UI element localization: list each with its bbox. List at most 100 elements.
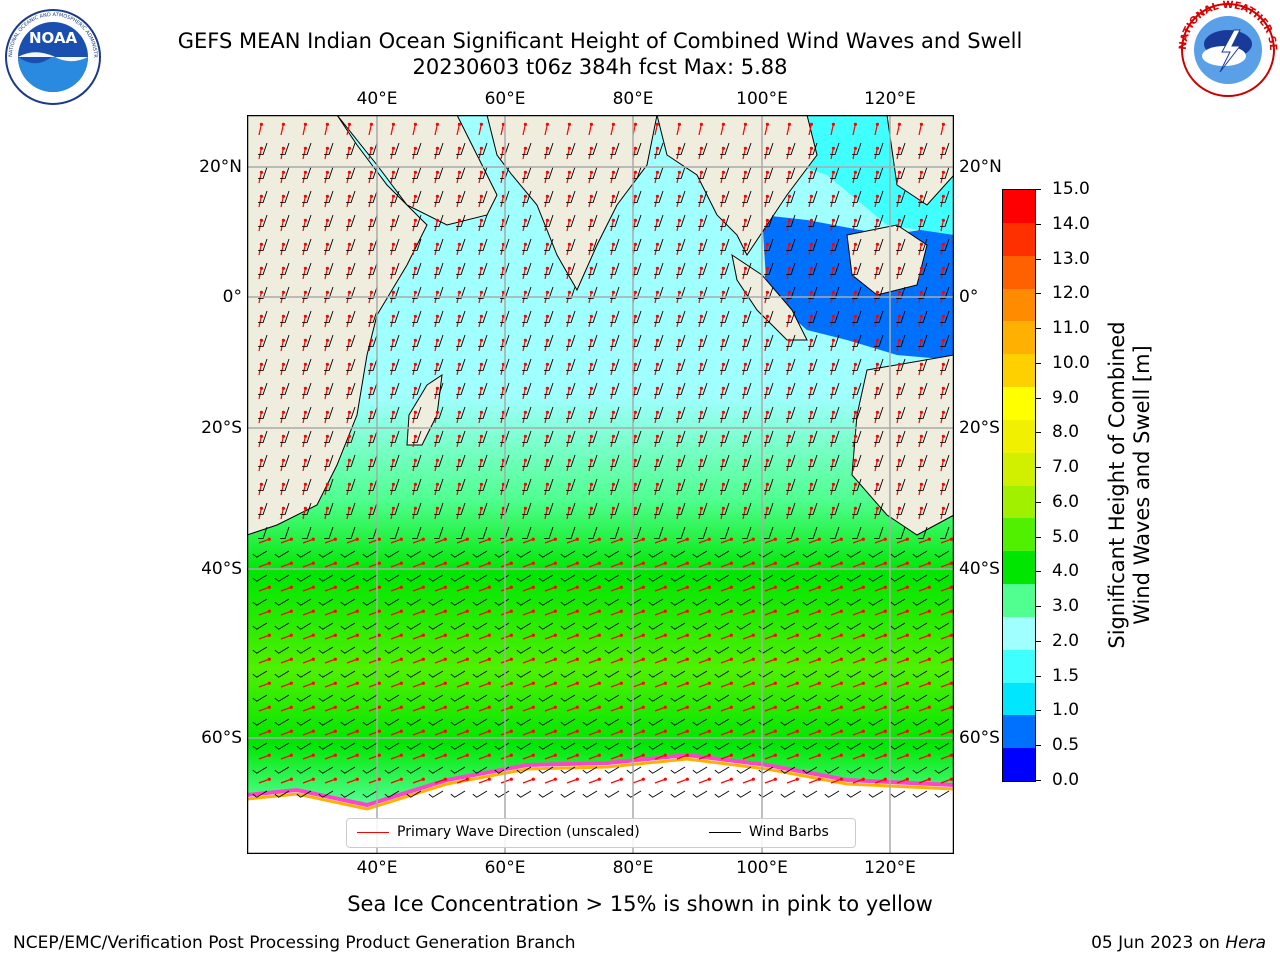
- wave-direction-arrow: [632, 706, 644, 712]
- wave-direction-arrowhead: [531, 681, 535, 685]
- wave-direction-arrow: [500, 460, 504, 472]
- wind-barb: [626, 718, 642, 726]
- wind-barb: [258, 406, 268, 420]
- wave-direction-arrowhead: [817, 633, 821, 637]
- wind-barb: [538, 718, 554, 726]
- wind-barb: [544, 430, 554, 444]
- wind-barb: [280, 502, 290, 516]
- wave-direction-arrow: [566, 388, 570, 400]
- wind-barb: [890, 694, 906, 702]
- wave-direction-arrow: [786, 484, 790, 496]
- wave-direction-arrowhead: [333, 729, 337, 733]
- wave-direction-arrow: [302, 562, 314, 568]
- wave-direction-arrow: [544, 778, 556, 784]
- wave-direction-arrow: [566, 460, 570, 472]
- wave-direction-arrow: [852, 754, 864, 760]
- wind-barb: [302, 166, 312, 180]
- wind-barb: [324, 502, 334, 516]
- wave-direction-arrow: [324, 436, 328, 448]
- wave-direction-arrowhead: [831, 386, 836, 390]
- wave-direction-arrow: [764, 340, 768, 352]
- wave-direction-arrowhead: [597, 537, 601, 541]
- wave-direction-arrow: [786, 562, 798, 568]
- wave-direction-arrow: [786, 412, 790, 424]
- wave-direction-arrowhead: [875, 122, 880, 126]
- wave-direction-arrow: [852, 244, 856, 256]
- wave-direction-arrow: [830, 268, 834, 280]
- wave-direction-arrowhead: [633, 146, 637, 150]
- wave-direction-arrowhead: [281, 218, 285, 222]
- wind-barb: [588, 406, 598, 420]
- wave-direction-arrowhead: [721, 290, 725, 294]
- wind-barb: [632, 310, 642, 324]
- wave-direction-arrow: [588, 460, 592, 472]
- wind-barb: [742, 286, 752, 300]
- wave-direction-arrowhead: [545, 506, 549, 510]
- wind-barb: [296, 646, 312, 654]
- wind-barb: [604, 550, 620, 558]
- wind-barb: [434, 478, 444, 492]
- wind-barb: [890, 646, 906, 654]
- wave-direction-arrowhead: [919, 434, 924, 438]
- wave-direction-arrowhead: [927, 705, 931, 709]
- wave-direction-arrowhead: [487, 681, 491, 685]
- wind-barb: [324, 430, 334, 444]
- wave-direction-arrow: [632, 562, 644, 568]
- wave-direction-arrow: [852, 562, 864, 568]
- wave-direction-arrowhead: [861, 585, 865, 589]
- wind-barb: [434, 286, 444, 300]
- wind-barb: [252, 670, 268, 678]
- wind-barb: [472, 598, 488, 606]
- wave-direction-arrow: [346, 658, 358, 664]
- wave-direction-arrowhead: [875, 170, 880, 174]
- wave-direction-arrow: [280, 538, 292, 544]
- wave-direction-arrow: [588, 658, 600, 664]
- wave-direction-arrowhead: [523, 410, 527, 414]
- wave-direction-arrowhead: [435, 362, 439, 366]
- wave-direction-arrowhead: [501, 410, 505, 414]
- wave-direction-arrowhead: [303, 434, 307, 438]
- wave-direction-arrow: [698, 778, 710, 784]
- lon-label-top-100e: 100°E: [736, 89, 788, 109]
- wave-direction-arrowhead: [377, 729, 381, 733]
- wind-barb: [280, 382, 290, 396]
- wave-direction-arrow: [940, 268, 944, 280]
- wind-barb: [714, 790, 730, 798]
- wave-direction-arrowhead: [509, 585, 513, 589]
- wave-direction-arrowhead: [457, 122, 461, 126]
- wave-direction-arrowhead: [949, 537, 953, 541]
- wind-barb: [566, 502, 576, 516]
- wind-barb: [390, 382, 400, 396]
- wave-direction-arrow: [324, 484, 328, 496]
- wave-direction-arrowhead: [575, 729, 579, 733]
- wave-direction-arrowhead: [479, 362, 483, 366]
- wave-direction-arrowhead: [831, 482, 836, 486]
- wind-barb: [670, 670, 686, 678]
- wind-barb: [692, 550, 708, 558]
- wind-barb: [604, 646, 620, 654]
- wind-barb: [764, 238, 774, 252]
- wave-direction-arrow: [720, 706, 732, 712]
- wave-direction-arrowhead: [487, 777, 491, 781]
- wave-direction-arrowhead: [949, 633, 953, 637]
- wave-direction-arrowhead: [641, 777, 645, 781]
- wave-direction-arrowhead: [267, 681, 271, 685]
- wave-direction-arrowhead: [399, 729, 403, 733]
- wind-barb: [830, 214, 840, 228]
- wave-direction-arrow: [786, 508, 790, 520]
- wave-direction-arrowhead: [369, 362, 373, 366]
- wind-barb: [692, 790, 708, 798]
- wind-barb: [786, 526, 796, 540]
- wind-barb: [274, 646, 290, 654]
- wave-direction-arrow: [720, 460, 724, 472]
- wave-direction-arrowhead: [369, 386, 373, 390]
- wind-barb: [626, 622, 642, 630]
- wave-direction-arrowhead: [487, 609, 491, 613]
- wave-direction-arrow: [544, 388, 548, 400]
- wind-barb: [692, 694, 708, 702]
- colorbar-tick: [1035, 258, 1041, 260]
- wind-barb: [588, 286, 598, 300]
- wave-direction-arrowhead: [743, 146, 747, 150]
- colorbar-segment: [1003, 682, 1035, 716]
- wind-barb: [456, 358, 466, 372]
